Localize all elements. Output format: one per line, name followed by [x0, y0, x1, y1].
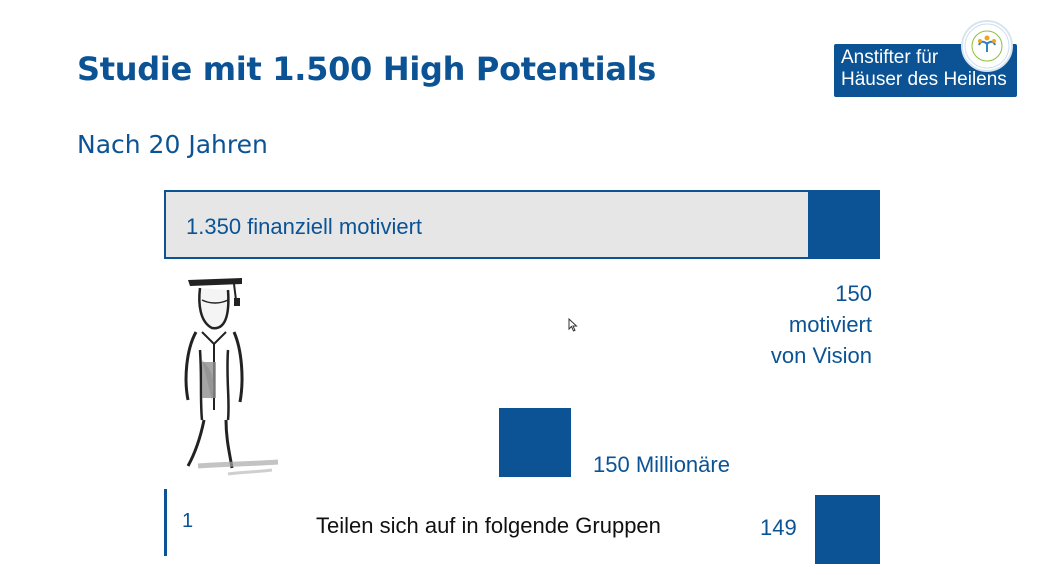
millionaires-label: 150 Millionäre [593, 452, 730, 477]
vision-label: 150 motiviert von Vision [740, 278, 872, 371]
graduate-sketch-illustration [184, 278, 279, 476]
single-person-line [164, 489, 167, 556]
logo-text: Anstifter für Häuser des Heilens [841, 47, 1007, 90]
seal-icon [961, 20, 1013, 72]
millionaires-square [499, 408, 571, 477]
mouse-cursor-icon [568, 318, 578, 332]
rest-label: 149 [760, 515, 797, 540]
rest-square [815, 495, 880, 564]
vision-square [808, 190, 880, 259]
financial-bar: 1.350 finanziell motiviert [164, 190, 808, 259]
slide-subtitle: Nach 20 Jahren [77, 130, 268, 159]
vision-label-text: 150 motiviert von Vision [770, 281, 872, 368]
one-label: 1 [182, 510, 194, 532]
groups-caption: Teilen sich auf in folgende Gruppen [316, 513, 661, 538]
financial-label: 1.350 finanziell motiviert [186, 214, 423, 239]
slide-title: Studie mit 1.500 High Potentials [77, 50, 657, 88]
